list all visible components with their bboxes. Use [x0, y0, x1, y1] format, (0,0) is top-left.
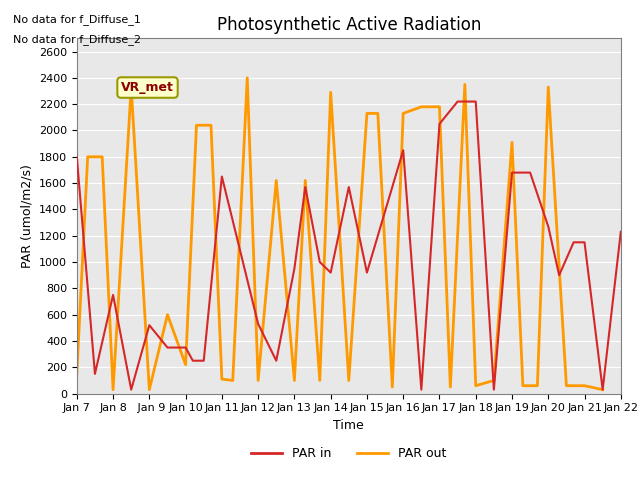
Title: Photosynthetic Active Radiation: Photosynthetic Active Radiation — [216, 16, 481, 34]
Y-axis label: PAR (umol/m2/s): PAR (umol/m2/s) — [20, 164, 33, 268]
Text: VR_met: VR_met — [121, 81, 174, 94]
X-axis label: Time: Time — [333, 419, 364, 432]
Text: No data for f_Diffuse_1: No data for f_Diffuse_1 — [13, 14, 141, 25]
Legend: PAR in, PAR out: PAR in, PAR out — [246, 443, 451, 466]
Text: No data for f_Diffuse_2: No data for f_Diffuse_2 — [13, 34, 141, 45]
